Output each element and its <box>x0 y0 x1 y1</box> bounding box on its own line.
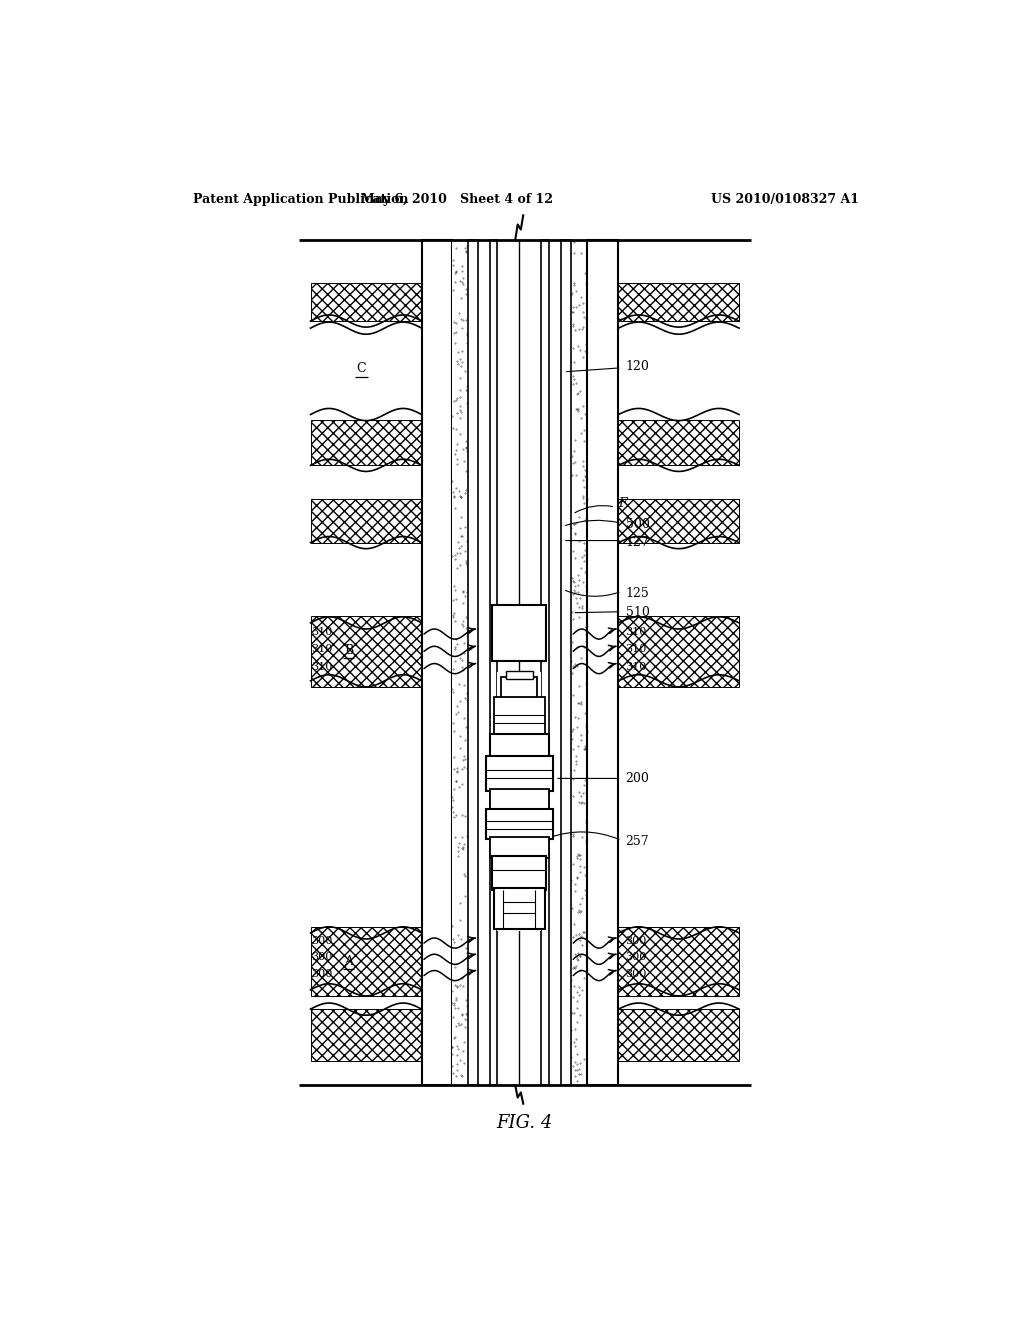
Bar <box>587 240 618 1085</box>
Bar <box>497 672 542 931</box>
Bar <box>310 615 422 686</box>
Text: 127: 127 <box>626 536 649 549</box>
Text: May 6, 2010   Sheet 4 of 12: May 6, 2010 Sheet 4 of 12 <box>361 193 553 206</box>
Bar <box>618 615 739 686</box>
Bar <box>310 499 422 543</box>
Text: 310: 310 <box>626 627 647 638</box>
Bar <box>489 788 549 810</box>
Bar <box>310 284 422 321</box>
Bar <box>587 615 618 686</box>
Bar <box>494 888 545 929</box>
Bar <box>501 677 538 700</box>
Text: US 2010/0108327 A1: US 2010/0108327 A1 <box>712 193 859 206</box>
Text: A: A <box>344 954 353 968</box>
Bar <box>560 240 570 1085</box>
Bar <box>618 1008 739 1061</box>
Bar <box>452 240 468 1085</box>
Text: 125: 125 <box>626 587 649 599</box>
Bar <box>486 809 553 840</box>
Bar <box>422 1008 452 1061</box>
Text: 300: 300 <box>626 969 647 978</box>
Text: 300: 300 <box>311 969 333 978</box>
Bar <box>618 927 739 995</box>
Text: 300: 300 <box>626 936 647 946</box>
Bar <box>618 420 739 466</box>
Bar <box>422 615 452 686</box>
Bar <box>497 240 542 1085</box>
Bar <box>618 499 739 543</box>
Bar <box>587 284 618 321</box>
Bar <box>422 499 452 543</box>
Bar <box>618 284 739 321</box>
Text: 257: 257 <box>626 836 649 847</box>
Text: 310: 310 <box>626 644 647 655</box>
Bar <box>587 927 618 995</box>
Text: 310: 310 <box>626 661 647 672</box>
Text: F: F <box>618 498 627 511</box>
Bar <box>494 697 545 735</box>
Text: 120: 120 <box>626 360 649 374</box>
Text: 500: 500 <box>626 517 649 531</box>
Text: 510: 510 <box>626 606 649 619</box>
Text: 310: 310 <box>311 627 333 638</box>
Bar <box>587 1008 618 1061</box>
Bar <box>422 284 452 321</box>
Text: 310: 310 <box>311 644 333 655</box>
Bar <box>486 756 553 791</box>
Bar <box>506 671 532 678</box>
Bar <box>422 240 452 1085</box>
Text: 310: 310 <box>311 661 333 672</box>
Text: 300: 300 <box>311 936 333 946</box>
Text: FIG. 4: FIG. 4 <box>497 1114 553 1131</box>
Text: 300: 300 <box>311 952 333 962</box>
Text: B: B <box>344 644 353 657</box>
Text: 200: 200 <box>626 772 649 785</box>
Bar <box>310 927 422 995</box>
Bar <box>542 240 549 1085</box>
Bar <box>587 420 618 466</box>
Bar <box>489 240 497 1085</box>
Text: C: C <box>355 362 366 375</box>
Bar <box>489 837 549 858</box>
Text: Patent Application Publication: Patent Application Publication <box>194 193 409 206</box>
Bar <box>422 420 452 466</box>
Bar <box>493 855 546 890</box>
Text: 300: 300 <box>626 952 647 962</box>
Bar <box>310 1008 422 1061</box>
Bar <box>587 499 618 543</box>
Bar <box>489 734 549 758</box>
Bar <box>468 240 478 1085</box>
Bar <box>310 420 422 466</box>
Bar <box>422 927 452 995</box>
Bar <box>493 605 546 660</box>
